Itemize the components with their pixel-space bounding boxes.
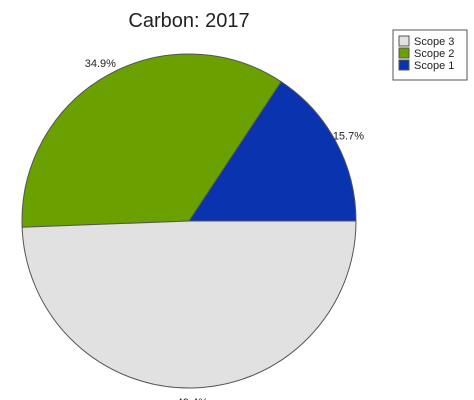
- slice-label-scope-2: 34.9%: [85, 58, 116, 70]
- legend-swatch-scope-1: [398, 59, 410, 71]
- pie-slices: [21, 53, 357, 389]
- legend-label-scope-1: Scope 1: [414, 60, 454, 72]
- chart-title: Carbon: 2017: [128, 10, 249, 32]
- pie-slice-scope-2: [21, 53, 282, 228]
- legend-swatch-scope-3: [398, 35, 410, 47]
- pie-slice-scope-3: [21, 220, 357, 389]
- legend-swatch-scope-2: [398, 47, 410, 59]
- legend-label-scope-3: Scope 3: [414, 36, 454, 48]
- slice-label-scope-3: 49.4%: [177, 397, 208, 400]
- legend-label-scope-2: Scope 2: [414, 48, 454, 60]
- slice-label-scope-1: 15.7%: [333, 130, 364, 142]
- pie-slice-scope-1: [188, 81, 357, 222]
- pie-slice-labels: 15.7% 34.9% 49.4%: [85, 58, 365, 400]
